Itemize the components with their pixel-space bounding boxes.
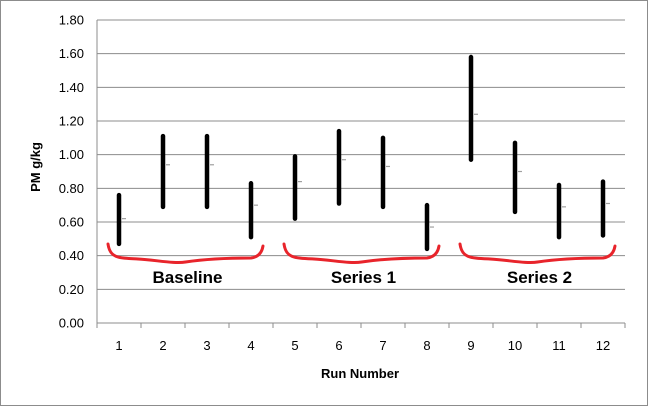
x-tick-label: 10 (508, 338, 522, 353)
group-bracket (458, 242, 617, 265)
x-tick-label: 8 (423, 338, 430, 353)
y-axis-title: PM g/kg (28, 142, 43, 192)
x-tick-label: 5 (291, 338, 298, 353)
group-label: Series 2 (507, 268, 572, 287)
y-tick-label: 0.20 (59, 282, 84, 297)
x-tick-label: 6 (335, 338, 342, 353)
range-bars (116, 54, 610, 252)
y-tick-labels: 0.00 0.20 0.40 0.60 0.80 1.00 1.20 1.40 1.60 1.80 (59, 13, 84, 331)
y-tick-label: 1.60 (59, 46, 84, 61)
x-tick-label: 12 (596, 338, 610, 353)
group-label: Series 1 (331, 268, 396, 287)
x-tick-label: 7 (379, 338, 386, 353)
x-tick-label: 4 (247, 338, 254, 353)
group-bracket (282, 242, 441, 265)
gridlines (97, 19, 625, 290)
y-tick-label: 1.80 (59, 13, 84, 28)
y-tick-label: 1.20 (59, 114, 84, 129)
group-label: Baseline (153, 268, 223, 287)
x-tick-labels: 1 2 3 4 5 6 7 8 9 10 11 12 (115, 338, 610, 353)
y-tick-label: 1.00 (59, 147, 84, 162)
y-tick-label: 0.60 (59, 215, 84, 230)
group-labels: Baseline Series 1 Series 2 (153, 268, 573, 287)
x-tick-label: 9 (467, 338, 474, 353)
x-tick-label: 3 (203, 338, 210, 353)
y-tick-label: 0.80 (59, 181, 84, 196)
y-tick-label: 0.00 (59, 316, 84, 331)
axes (96, 20, 626, 328)
x-axis-title: Run Number (321, 366, 399, 381)
x-tick-label: 2 (159, 338, 166, 353)
y-tick-label: 0.40 (59, 248, 84, 263)
x-tick-label: 1 (115, 338, 122, 353)
x-tick-label: 11 (552, 338, 566, 353)
group-brackets (106, 242, 617, 265)
group-bracket (106, 242, 265, 265)
y-tick-label: 1.40 (59, 80, 84, 95)
